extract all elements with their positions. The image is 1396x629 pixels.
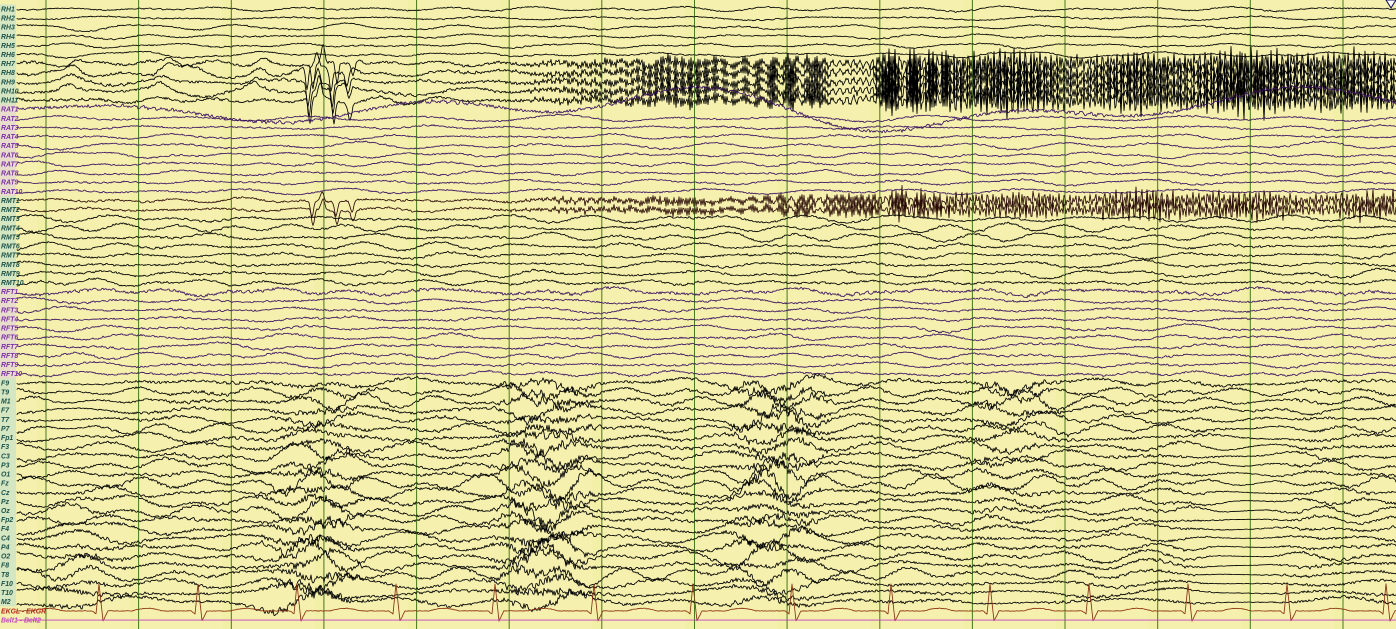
svg-text:Belt1 - Belt2: Belt1 - Belt2 — [1, 617, 41, 624]
svg-text:RFT2: RFT2 — [1, 298, 18, 305]
svg-text:Pz: Pz — [1, 499, 10, 506]
svg-text:RMT8: RMT8 — [1, 262, 20, 269]
svg-text:RH5: RH5 — [1, 43, 15, 50]
svg-text:RMT3: RMT3 — [1, 216, 20, 223]
svg-text:RFT4: RFT4 — [1, 316, 18, 323]
svg-text:F4: F4 — [1, 526, 9, 533]
svg-text:RH8: RH8 — [1, 70, 15, 77]
svg-text:RH7: RH7 — [1, 61, 16, 68]
svg-text:F3: F3 — [1, 444, 9, 451]
svg-text:RFT7: RFT7 — [1, 344, 19, 351]
svg-text:Fp1: Fp1 — [1, 435, 13, 442]
svg-text:RAT7: RAT7 — [1, 161, 20, 168]
svg-text:RFT9: RFT9 — [1, 362, 18, 369]
svg-text:RAT9: RAT9 — [1, 180, 19, 187]
svg-text:RMT7: RMT7 — [1, 253, 21, 260]
svg-text:F9: F9 — [1, 380, 9, 387]
svg-text:F7: F7 — [1, 408, 10, 415]
svg-text:RMT1: RMT1 — [1, 198, 20, 205]
svg-text:RMT5: RMT5 — [1, 234, 20, 241]
svg-text:RMT9: RMT9 — [1, 271, 20, 278]
svg-text:RH10: RH10 — [1, 88, 19, 95]
svg-text:RAT6: RAT6 — [1, 152, 19, 159]
svg-text:RAT4: RAT4 — [1, 134, 19, 141]
svg-text:Fp2: Fp2 — [1, 517, 13, 524]
svg-text:RAT10: RAT10 — [1, 189, 22, 196]
svg-text:RFT8: RFT8 — [1, 353, 18, 360]
svg-text:RFT6: RFT6 — [1, 335, 18, 342]
svg-text:EKGL - EKGR: EKGL - EKGR — [1, 608, 46, 615]
svg-text:RAT5: RAT5 — [1, 143, 19, 150]
svg-text:RAT8: RAT8 — [1, 171, 19, 178]
svg-text:T9: T9 — [1, 389, 9, 396]
svg-text:Fz: Fz — [1, 481, 9, 488]
svg-text:O2: O2 — [1, 554, 10, 561]
svg-text:RMT10: RMT10 — [1, 280, 24, 287]
svg-text:C3: C3 — [1, 453, 10, 460]
svg-text:M2: M2 — [1, 599, 11, 606]
svg-text:RAT1: RAT1 — [1, 107, 19, 114]
svg-text:RH4: RH4 — [1, 34, 15, 41]
svg-text:RMT2: RMT2 — [1, 207, 20, 214]
svg-text:RH2: RH2 — [1, 16, 15, 23]
svg-text:F10: F10 — [1, 581, 13, 588]
svg-text:M1: M1 — [1, 399, 11, 406]
svg-text:P4: P4 — [1, 544, 10, 551]
svg-text:T7: T7 — [1, 417, 10, 424]
svg-text:RMT4: RMT4 — [1, 225, 20, 232]
svg-text:F8: F8 — [1, 563, 9, 570]
svg-text:Oz: Oz — [1, 508, 10, 515]
svg-text:P3: P3 — [1, 462, 10, 469]
svg-text:RFT10: RFT10 — [1, 371, 22, 378]
svg-text:RH6: RH6 — [1, 52, 15, 59]
svg-text:T10: T10 — [1, 590, 13, 597]
svg-text:RH1: RH1 — [1, 6, 15, 13]
svg-text:O1: O1 — [1, 472, 10, 479]
svg-text:C4: C4 — [1, 535, 10, 542]
svg-text:RAT3: RAT3 — [1, 125, 19, 132]
svg-text:RH9: RH9 — [1, 79, 15, 86]
svg-text:Cz: Cz — [1, 490, 10, 497]
svg-text:RFT5: RFT5 — [1, 326, 18, 333]
svg-text:P7: P7 — [1, 426, 11, 433]
svg-text:RFT1: RFT1 — [1, 289, 18, 296]
svg-text:RH3: RH3 — [1, 25, 15, 32]
svg-text:RFT3: RFT3 — [1, 307, 18, 314]
svg-text:T8: T8 — [1, 572, 9, 579]
svg-text:RMT6: RMT6 — [1, 244, 20, 251]
svg-text:RH11: RH11 — [1, 98, 18, 105]
svg-text:RAT2: RAT2 — [1, 116, 19, 123]
